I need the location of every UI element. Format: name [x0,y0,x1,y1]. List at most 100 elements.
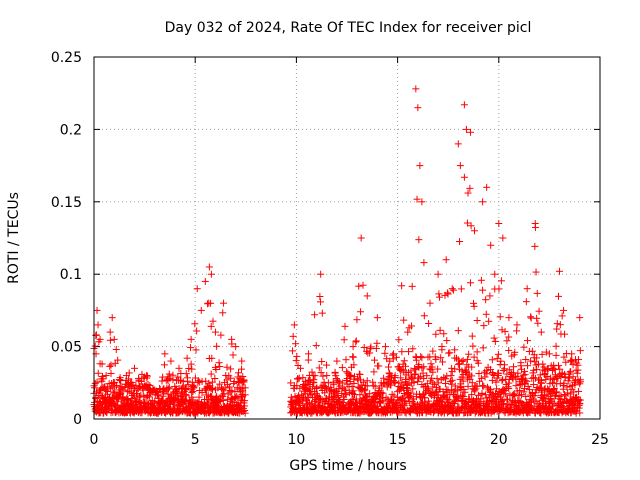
data-point [151,386,159,394]
data-point [553,388,561,396]
data-point [548,379,556,387]
data-point [372,403,380,411]
data-point [502,390,510,398]
data-point [434,270,442,278]
data-point [493,402,501,410]
data-point [562,358,570,366]
data-point [241,402,249,410]
data-point [144,380,152,388]
data-point [456,237,464,245]
data-point [213,392,221,400]
data-point [367,343,375,351]
data-point [290,321,298,329]
data-point [182,385,190,393]
data-point [448,364,456,372]
data-point [215,359,223,367]
data-point [470,302,478,310]
data-point [410,399,418,407]
data-point [545,350,553,358]
data-point [318,309,326,317]
data-point [216,397,224,405]
data-point [332,372,340,380]
data-point [487,366,495,374]
data-point [560,353,568,361]
data-point [565,374,573,382]
data-point [420,363,428,371]
data-point [411,370,419,378]
data-point [445,396,453,404]
data-point [191,320,199,328]
data-point [482,367,490,375]
data-point [488,376,496,384]
data-point [350,361,358,369]
data-point [361,386,369,394]
data-point [425,320,433,328]
data-point [551,392,559,400]
y-tick-label: 0.1 [60,267,82,283]
data-point [467,222,475,230]
data-point [219,386,227,394]
data-point [175,364,183,372]
data-point [440,330,448,338]
data-point [508,373,516,381]
data-point [223,376,231,384]
data-point [187,344,195,352]
data-point [381,349,389,357]
data-point [552,351,560,359]
data-point [468,372,476,380]
data-point [485,317,493,325]
data-point [211,374,219,382]
data-point [505,384,513,392]
data-point [536,383,544,391]
data-point [524,382,532,390]
data-point [98,360,106,368]
data-point [517,375,525,383]
data-point [334,391,342,399]
data-point [500,400,508,408]
data-point [287,379,295,387]
data-point [518,375,526,383]
data-point [188,365,196,373]
data-point [491,270,499,278]
data-point [562,392,570,400]
data-point [452,354,460,362]
data-point [553,320,561,328]
data-point [569,361,577,369]
data-point [227,374,235,382]
data-point [568,356,576,364]
data-point [187,335,195,343]
data-point [503,370,511,378]
data-point [567,368,575,376]
data-point [447,372,455,380]
data-point [331,388,339,396]
data-point [311,372,319,380]
data-point [315,364,323,372]
data-point [505,314,513,322]
data-point [429,347,437,355]
data-point [532,268,540,276]
data-point [530,381,538,389]
data-point [197,306,205,314]
plot-frame [93,56,601,420]
data-point [217,331,225,339]
data-point [315,401,323,409]
data-point [527,357,535,365]
data-point [451,346,459,354]
data-point [184,374,192,382]
data-point [490,334,498,342]
data-point [429,368,437,376]
data-point [470,403,478,411]
data-point [319,372,327,380]
data-point [340,395,348,403]
data-point [116,383,124,391]
data-point [531,220,539,228]
data-point [542,348,550,356]
data-point [321,384,329,392]
data-point [234,394,242,402]
data-point [501,328,509,336]
data-point [139,386,147,394]
data-point [448,376,456,384]
data-point [164,390,172,398]
data-point [373,391,381,399]
data-point [462,367,470,375]
